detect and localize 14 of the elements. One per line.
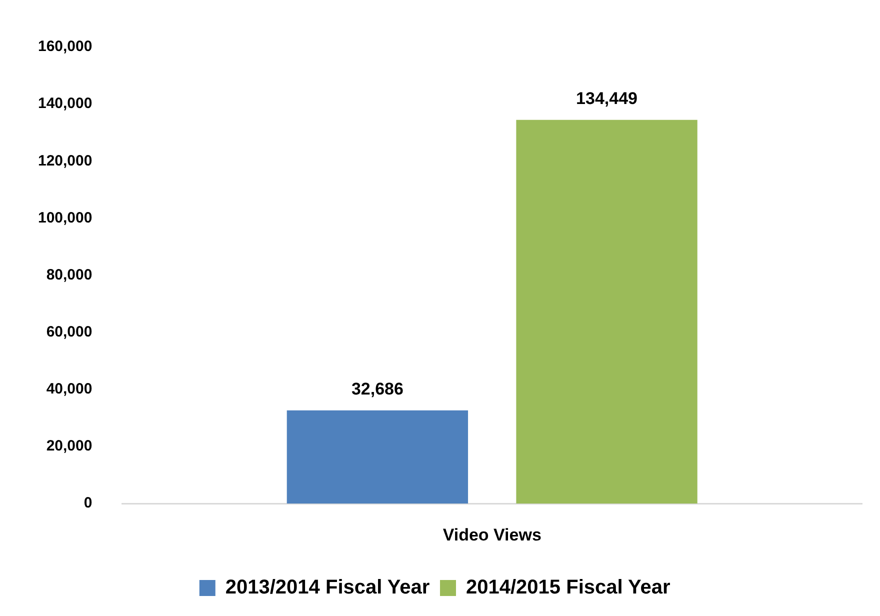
y-tick-label: 160,000	[38, 38, 92, 56]
y-tick-label: 20,000	[46, 438, 92, 455]
legend-label: 2013/2014 Fiscal Year	[225, 576, 430, 599]
y-tick-label: 60,000	[46, 324, 92, 341]
y-tick-label: 0	[84, 494, 92, 512]
y-tick-label: 120,000	[38, 152, 92, 170]
y-tick-label: 140,000	[38, 95, 92, 112]
x-tick-label: Video Views	[442, 525, 542, 544]
data-label: 32,686	[351, 380, 404, 399]
y-tick-label: 100,000	[38, 209, 92, 226]
data-label: 134,449	[576, 89, 638, 108]
y-tick-label: 80,000	[46, 266, 92, 284]
y-tick-label: 40,000	[46, 380, 92, 398]
legend-label: 2014/2015 Fiscal Year	[466, 576, 670, 599]
